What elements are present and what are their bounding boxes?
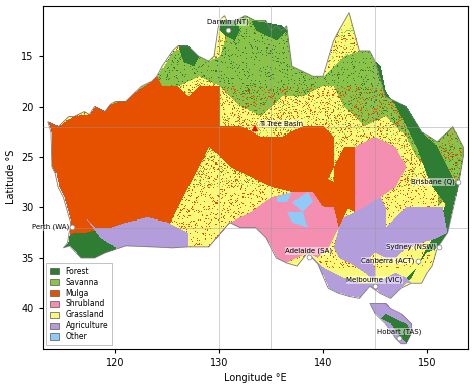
Text: Sydney (NSW): Sydney (NSW) [386,244,436,250]
Text: Hobart (TAS): Hobart (TAS) [377,328,421,335]
Text: Canberra (ACT): Canberra (ACT) [361,258,415,264]
Legend: Forest, Savanna, Mulga, Shrubland, Grassland, Agriculture, Other: Forest, Savanna, Mulga, Shrubland, Grass… [46,263,112,345]
Text: Perth (WA): Perth (WA) [32,224,69,230]
Text: Ti Tree Basin: Ti Tree Basin [259,121,303,127]
Text: Adelaide (SA): Adelaide (SA) [285,248,332,254]
X-axis label: Longitude °E: Longitude °E [224,373,287,384]
Text: Melbourne (VIC): Melbourne (VIC) [346,277,402,283]
Text: Darwin (NT): Darwin (NT) [207,19,249,25]
Y-axis label: Latitude °S: Latitude °S [6,150,16,204]
Text: Brisbane (Q): Brisbane (Q) [411,179,455,185]
